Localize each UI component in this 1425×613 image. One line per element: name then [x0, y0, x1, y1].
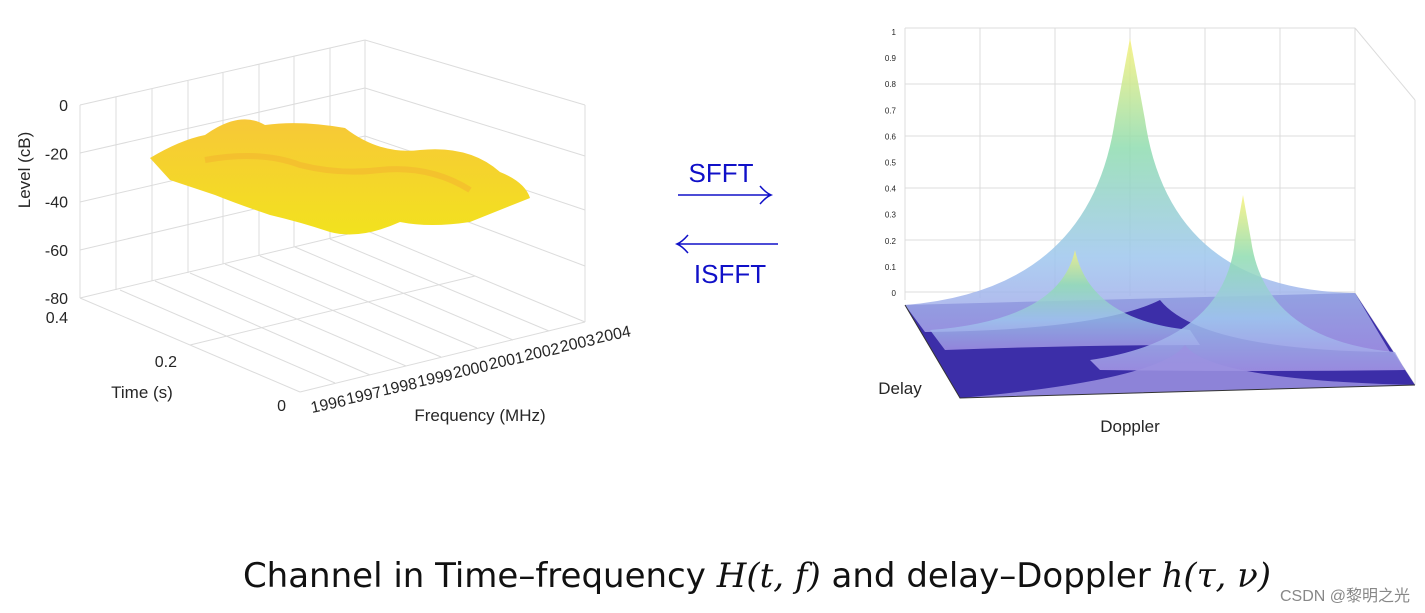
backward-arrow	[674, 234, 778, 254]
delay-label: Delay	[878, 379, 922, 398]
time-tick-label: 0.2	[155, 354, 177, 371]
freq-tick-label: 1996	[309, 393, 347, 417]
z-tick-label: 0.3	[885, 211, 897, 220]
sfft-label: SFFT	[689, 158, 754, 188]
right-surface	[904, 38, 1416, 399]
freq-tick-label: 2000	[452, 358, 490, 382]
z-axis-label: Level (cB)	[15, 132, 34, 209]
freq-tick-label: 2003	[558, 332, 596, 356]
z-tick-label: 0.5	[885, 159, 897, 168]
isfft-label: ISFFT	[694, 259, 766, 289]
time-axis-label: Time (s)	[111, 383, 173, 402]
freq-tick-label: 1997	[345, 384, 383, 408]
caption-math: h(τ, ν)	[1162, 556, 1272, 596]
caption-text: Channel in Time–frequency	[243, 556, 706, 596]
z-tick-label: 0.8	[885, 80, 897, 89]
z-tick-label: 0.1	[885, 263, 897, 272]
doppler-label: Doppler	[1100, 417, 1160, 436]
z-tick-label: -20	[45, 146, 68, 163]
z-tick-label: 0	[59, 98, 68, 115]
time-tick-label: 0	[277, 398, 286, 415]
watermark: CSDN @黎明之光	[1280, 587, 1410, 605]
freq-tick-label: 2002	[523, 341, 561, 365]
z-tick-label: 0.4	[885, 185, 897, 194]
time-tick-label: 0.4	[46, 310, 68, 327]
z-tick-label: 0	[892, 289, 897, 298]
caption-math: H(t, f)	[716, 556, 821, 596]
z-tick-label: 0.6	[885, 132, 897, 141]
freq-tick-label: 1999	[416, 367, 454, 391]
z-tick-label: 1	[892, 28, 897, 37]
z-tick-label: -80	[45, 291, 68, 308]
z-tick-label: 0.7	[885, 106, 897, 115]
freq-axis-label: Frequency (MHz)	[414, 406, 545, 425]
caption: Channel in Time–frequency H(t, f) and de…	[243, 556, 1271, 596]
caption-text: and delay–Doppler	[832, 556, 1151, 596]
z-tick-label: 0.2	[885, 237, 897, 246]
z-tick-label: -60	[45, 243, 68, 260]
forward-arrow	[678, 185, 774, 205]
freq-tick-label: 2001	[487, 349, 525, 373]
freq-tick-label: 1998	[380, 375, 418, 399]
z-tick-label: 0.9	[885, 54, 897, 63]
z-tick-label: -40	[45, 195, 68, 212]
left-surface	[150, 119, 530, 318]
freq-tick-label: 2004	[594, 323, 632, 347]
